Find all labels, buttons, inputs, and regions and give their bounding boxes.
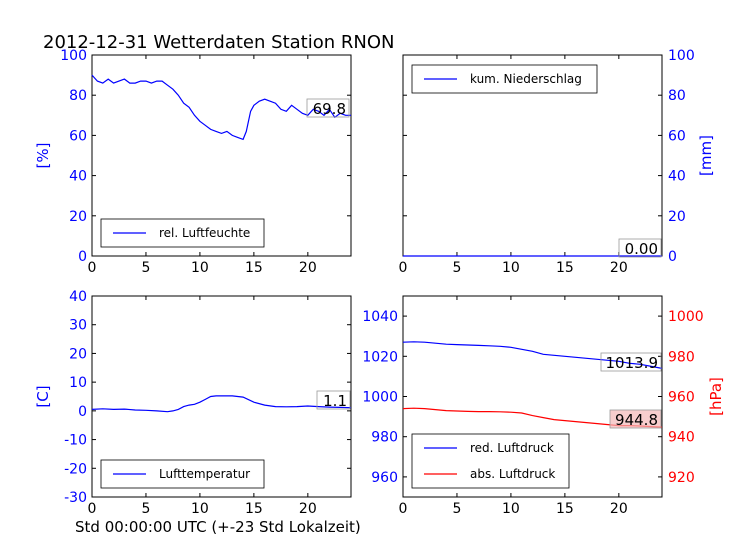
y-tick-label: -10 <box>64 433 87 449</box>
y-tick-label-right: 920 <box>668 470 695 486</box>
y-tick-label: 0 <box>78 249 87 265</box>
x-tick-label: 5 <box>452 260 461 276</box>
last-value-box <box>618 238 662 258</box>
legend-pressure: red. Luftdruck abs. Luftdruck <box>411 433 570 489</box>
y-tick-label: 20 <box>69 209 87 225</box>
series-line-pressure <box>402 341 663 369</box>
x-tick-label: 5 <box>141 260 150 276</box>
y-tick-label: 10 <box>69 375 87 391</box>
x-tick-label: 20 <box>299 501 317 517</box>
y-tick-label-right: 940 <box>668 430 695 446</box>
x-tick-label: 0 <box>399 260 408 276</box>
last-value-label: 1.1 <box>323 392 347 410</box>
chart-panel-precipitation: 0 5 10 15 20 0 20 40 60 80 100 [mm] 0.00 kum. Nieders… <box>399 48 715 276</box>
x-tick-label: 20 <box>610 501 628 517</box>
plot-frame <box>91 54 352 257</box>
y-tick-label: 100 <box>60 48 87 64</box>
x-tick-label: 20 <box>610 260 628 276</box>
legend-entry: Lufttemperatur <box>159 467 250 481</box>
last-value-label: 0.00 <box>625 240 658 258</box>
y-tick-label: 0 <box>668 249 677 265</box>
x-tick-label: 10 <box>502 260 520 276</box>
y-tick-label-left: 960 <box>371 470 398 486</box>
x-tick-label: 0 <box>399 501 408 517</box>
legend-box <box>411 433 570 489</box>
y-tick-label: 0 <box>78 404 87 420</box>
y-axis-label: [mm] <box>697 135 715 176</box>
y-tick-label-left: 980 <box>371 430 398 446</box>
y-tick-label: 60 <box>668 128 686 144</box>
y-tick-label: 80 <box>69 88 87 104</box>
plot-frame <box>91 295 352 498</box>
last-value-box <box>316 390 351 410</box>
legend-entry: red. Luftdruck <box>470 441 554 455</box>
legend-temperature: Lufttemperatur <box>100 459 265 489</box>
y-tick-label-left: 1020 <box>362 349 398 365</box>
last-value-label: 1013.9 <box>606 354 659 372</box>
y-tick-label-right: 980 <box>668 349 695 365</box>
series-line-temperature <box>91 395 352 413</box>
last-value-box <box>600 352 662 372</box>
figure-title: 2012-12-31 Wetterdaten Station RNON <box>43 32 394 53</box>
x-tick-label: 20 <box>299 260 317 276</box>
y-axis-label: [%] <box>34 143 52 169</box>
last-value-label: 69.8 <box>313 100 346 118</box>
x-tick-label: 15 <box>556 260 574 276</box>
x-tick-label: 10 <box>502 501 520 517</box>
legend-humidity: rel. Luftfeuchte <box>100 218 265 248</box>
chart-panel-pressure: 0 5 10 15 20 960 980 1000 1020 1040 920 940 960 980 10… <box>362 295 725 517</box>
x-axis-footer-label: Std 00:00:00 UTC (+-23 Std Lokalzeit) <box>75 518 361 536</box>
y-axis-label: [C] <box>34 385 52 407</box>
y-tick-label: 40 <box>668 169 686 185</box>
last-value-box <box>306 98 350 118</box>
y-tick-label: 30 <box>69 318 87 334</box>
legend-entry: kum. Niederschlag <box>470 72 582 86</box>
y-tick-label-left: 1000 <box>362 390 398 406</box>
y-tick-label: 60 <box>69 128 87 144</box>
y-axis-label: [hPa] <box>707 377 725 416</box>
y-tick-label-left: 1040 <box>362 309 398 325</box>
y-tick-label: 80 <box>668 88 686 104</box>
x-tick-label: 10 <box>191 260 209 276</box>
x-tick-label: 15 <box>245 260 263 276</box>
legend-precipitation: kum. Niederschlag <box>411 64 598 94</box>
x-tick-label: 5 <box>141 501 150 517</box>
x-tick-label: 10 <box>191 501 209 517</box>
y-tick-label: 100 <box>668 48 695 64</box>
legend-entry: rel. Luftfeuchte <box>159 226 250 240</box>
x-tick-label: 5 <box>452 501 461 517</box>
y-tick-label: -30 <box>64 490 87 506</box>
y-tick-label: -20 <box>64 461 87 477</box>
chart-panel-temperature: 0 5 10 15 20 -30 -20 -10 0 10 20 30 40 [C] 1.1 Lufttemp… <box>34 289 352 517</box>
last-value-label: 944.8 <box>615 411 658 429</box>
legend-entry: abs. Luftdruck <box>470 467 555 481</box>
x-tick-label: 0 <box>88 501 97 517</box>
y-tick-label-right: 1000 <box>668 309 704 325</box>
x-tick-label: 15 <box>245 501 263 517</box>
y-tick-label: 40 <box>69 169 87 185</box>
x-tick-label: 15 <box>556 501 574 517</box>
x-tick-label: 0 <box>88 260 97 276</box>
y-tick-label: 20 <box>668 209 686 225</box>
y-tick-label: 20 <box>69 346 87 362</box>
y-tick-label: 40 <box>69 289 87 305</box>
y-tick-label-right: 960 <box>668 390 695 406</box>
chart-panel-humidity: 0 5 10 15 20 0 20 40 60 80 100 [%] 69.8 rel. Luftfeuc… <box>34 48 352 276</box>
last-value-box <box>609 409 662 429</box>
